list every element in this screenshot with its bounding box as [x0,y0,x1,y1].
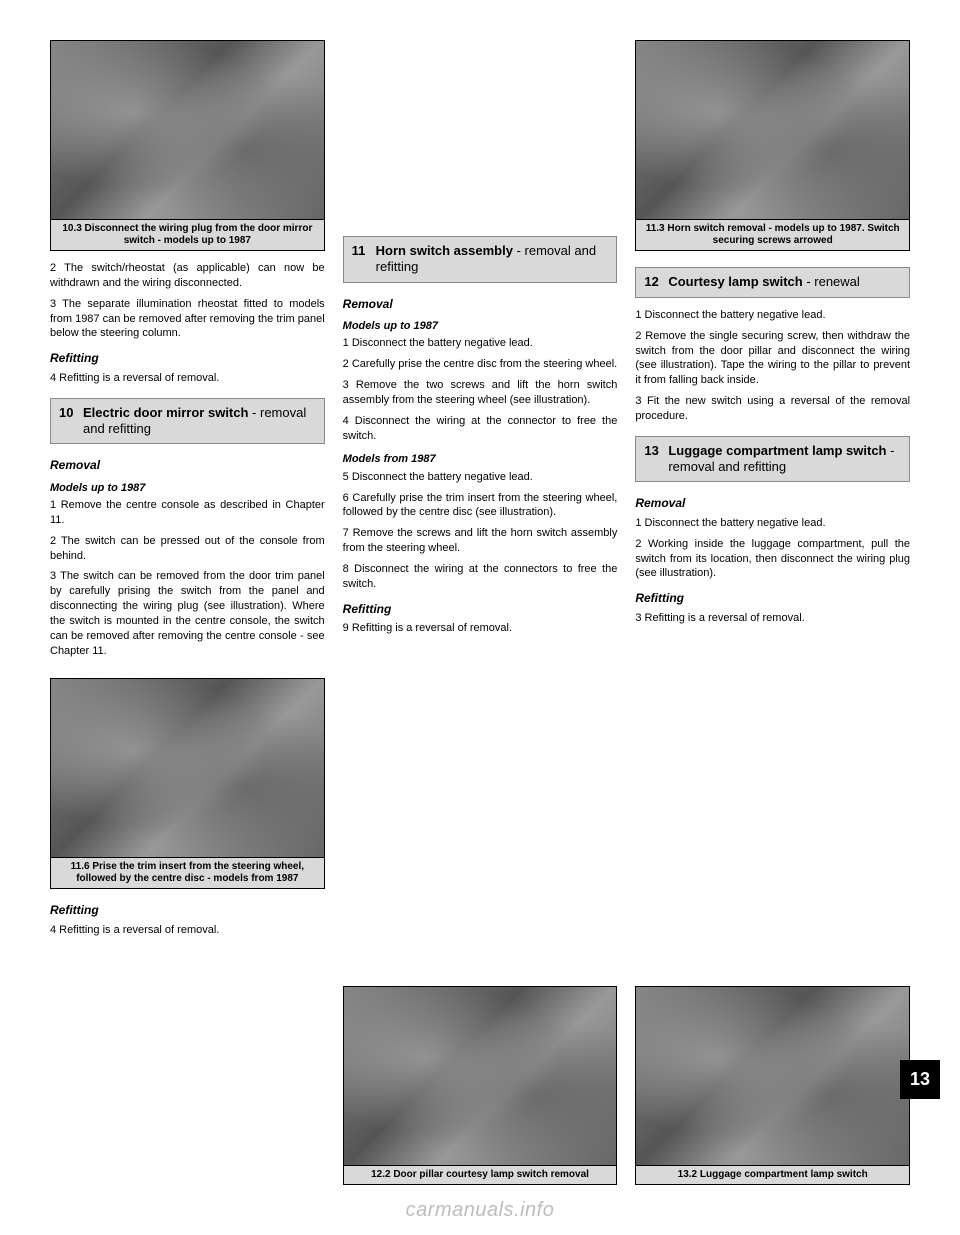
subheading-refitting: Refitting [50,351,325,367]
column-2: 11 Horn switch assembly - removal and re… [343,40,618,944]
section-number: 10 [59,405,77,422]
section-title-strong: Horn switch assembly [376,243,513,258]
paragraph: 3 The switch can be removed from the doo… [50,569,325,658]
subheading-removal: Removal [343,297,618,313]
sub-upto-1987: Models up to 1987 [343,319,618,333]
paragraph: 3 Remove the two screws and lift the hor… [343,378,618,408]
sub-upto-1987: Models up to 1987 [50,481,325,495]
section-13-header: 13 Luggage compartment lamp switch - rem… [635,436,910,483]
paragraph: 2 The switch/rheostat (as applicable) ca… [50,261,325,291]
subheading-removal: Removal [635,496,910,512]
paragraph: 3 Refitting is a reversal of removal. [635,611,910,626]
sub-from-1987: Models from 1987 [343,452,618,466]
figure-11-3-photo [635,40,910,220]
section-title: Electric door mirror switch - removal an… [83,405,316,438]
section-title: Luggage compartment lamp switch - remova… [668,443,901,476]
paragraph: 1 Disconnect the battery negative lead. [635,516,910,531]
figure-11-6-caption: 11.6 Prise the trim insert from the stee… [50,858,325,889]
paragraph: 2 The switch can be pressed out of the c… [50,534,325,564]
column-1: 10.3 Disconnect the wiring plug from the… [50,40,325,944]
paragraph: 6 Carefully prise the trim insert from t… [343,491,618,521]
paragraph: 3 The separate illumination rheostat fit… [50,297,325,342]
paragraph: 2 Remove the single securing screw, then… [635,329,910,388]
paragraph: 5 Disconnect the battery negative lead. [343,470,618,485]
paragraph: 1 Disconnect the battery negative lead. [343,336,618,351]
column-3: 11.3 Horn switch removal - models up to … [635,40,910,944]
paragraph: 1 Disconnect the battery negative lead. [635,308,910,323]
section-11-header: 11 Horn switch assembly - removal and re… [343,236,618,283]
subheading-refitting: Refitting [343,602,618,618]
subheading-refitting: Refitting [50,903,325,919]
paragraph: 9 Refitting is a reversal of removal. [343,621,618,636]
paragraph: 2 Working inside the luggage compartment… [635,537,910,582]
section-number: 11 [352,243,370,260]
section-12-header: 12 Courtesy lamp switch - renewal [635,267,910,298]
paragraph: 2 Carefully prise the centre disc from t… [343,357,618,372]
bottom-figure-row: 12.2 Door pillar courtesy lamp switch re… [50,986,910,1195]
section-title-strong: Courtesy lamp switch [668,274,802,289]
paragraph: 3 Fit the new switch using a reversal of… [635,394,910,424]
section-title-strong: Luggage compartment lamp switch [668,443,886,458]
section-number: 13 [644,443,662,460]
paragraph: 8 Disconnect the wiring at the connector… [343,562,618,592]
page: 10.3 Disconnect the wiring plug from the… [50,40,910,1195]
section-title-rest: - renewal [803,274,860,289]
section-title-strong: Electric door mirror switch [83,405,248,420]
figure-13-2-caption: 13.2 Luggage compartment lamp switch [635,1166,910,1185]
figure-11-3-caption: 11.3 Horn switch removal - models up to … [635,220,910,251]
section-number: 12 [644,274,662,291]
paragraph: 7 Remove the screws and lift the horn sw… [343,526,618,556]
paragraph: 4 Refitting is a reversal of removal. [50,923,325,938]
section-title: Horn switch assembly - removal and refit… [376,243,609,276]
page-chapter-tab: 13 [900,1060,940,1099]
subheading-removal: Removal [50,458,325,474]
section-title: Courtesy lamp switch - renewal [668,274,859,290]
subheading-refitting: Refitting [635,591,910,607]
paragraph: 4 Refitting is a reversal of removal. [50,371,325,386]
paragraph: 1 Remove the centre console as described… [50,498,325,528]
figure-10-3-caption: 10.3 Disconnect the wiring plug from the… [50,220,325,251]
watermark: carmanuals.info [406,1197,555,1223]
columns: 10.3 Disconnect the wiring plug from the… [50,40,910,944]
figure-10-3-photo [50,40,325,220]
figure-11-6-photo [50,678,325,858]
section-10-header: 10 Electric door mirror switch - removal… [50,398,325,445]
figure-12-2-caption: 12.2 Door pillar courtesy lamp switch re… [343,1166,618,1185]
paragraph: 4 Disconnect the wiring at the connector… [343,414,618,444]
figure-13-2-photo [635,986,910,1166]
figure-12-2-photo [343,986,618,1166]
